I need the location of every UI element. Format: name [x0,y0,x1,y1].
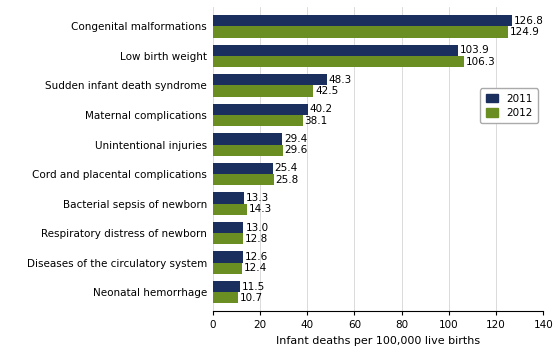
Text: 12.8: 12.8 [245,234,268,244]
Bar [213,222,244,233]
Text: 25.8: 25.8 [276,175,299,185]
Text: 124.9: 124.9 [510,27,539,37]
Bar [213,133,282,145]
Bar [213,292,238,304]
Bar [213,115,303,126]
Text: 42.5: 42.5 [315,86,338,96]
Text: 13.0: 13.0 [245,223,268,233]
Bar [213,163,273,174]
Text: 13.3: 13.3 [246,193,269,203]
Text: 126.8: 126.8 [514,16,544,26]
Bar [213,263,242,274]
Text: 29.6: 29.6 [284,145,308,155]
Text: 38.1: 38.1 [305,116,328,126]
Bar [213,45,458,56]
Bar [213,204,246,215]
Bar [213,174,274,185]
Bar [213,145,283,156]
Text: 106.3: 106.3 [465,57,495,67]
Text: 10.7: 10.7 [240,293,263,303]
Legend: 2011, 2012: 2011, 2012 [480,88,538,123]
Bar [213,192,244,204]
Bar [213,56,464,67]
Text: 25.4: 25.4 [274,164,298,174]
Bar [213,26,507,38]
Bar [213,86,313,97]
X-axis label: Infant deaths per 100,000 live births: Infant deaths per 100,000 live births [276,336,480,346]
Text: 12.4: 12.4 [244,263,267,273]
Text: 12.6: 12.6 [244,252,268,262]
Text: 11.5: 11.5 [242,282,265,292]
Text: 40.2: 40.2 [310,105,333,115]
Bar [213,251,242,263]
Bar [213,281,240,292]
Bar [213,74,327,86]
Text: 14.3: 14.3 [249,204,272,214]
Text: 103.9: 103.9 [460,45,489,55]
Bar [213,15,512,26]
Text: 48.3: 48.3 [329,75,352,85]
Text: 29.4: 29.4 [284,134,307,144]
Bar [213,233,243,245]
Bar [213,104,307,115]
